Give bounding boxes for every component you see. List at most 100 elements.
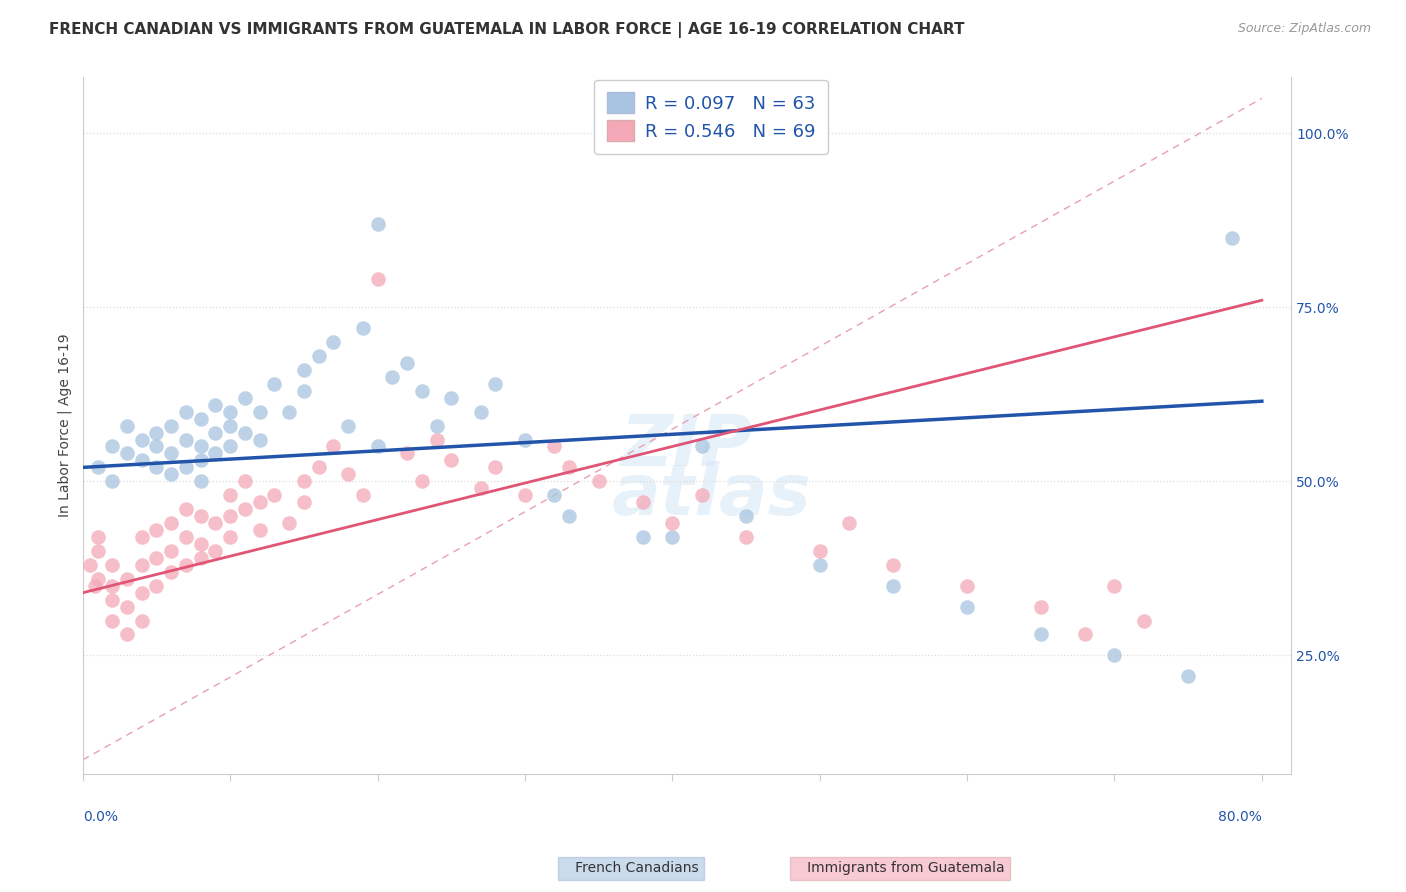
Point	[249, 495, 271, 509]
Point	[558, 460, 581, 475]
Point	[690, 488, 713, 502]
Point	[190, 440, 212, 454]
Point	[219, 440, 242, 454]
Point	[204, 446, 226, 460]
Point	[367, 272, 389, 286]
Point	[145, 550, 167, 565]
Point	[219, 488, 242, 502]
Point	[131, 453, 153, 467]
Point	[367, 440, 389, 454]
Point	[101, 614, 124, 628]
Point	[631, 495, 654, 509]
Point	[395, 356, 418, 370]
Point	[470, 481, 492, 495]
Point	[219, 530, 242, 544]
Point	[588, 475, 610, 489]
Point	[411, 475, 433, 489]
Point	[808, 544, 831, 558]
Point	[882, 558, 904, 572]
Point	[204, 425, 226, 440]
Point	[131, 585, 153, 599]
Point	[86, 572, 108, 586]
Point	[190, 453, 212, 467]
Point	[322, 440, 344, 454]
Point	[131, 530, 153, 544]
Point	[484, 460, 506, 475]
Point	[145, 579, 167, 593]
Point	[174, 502, 197, 516]
Point	[440, 391, 463, 405]
Point	[395, 446, 418, 460]
Point	[425, 418, 447, 433]
Point	[735, 530, 758, 544]
Point	[470, 405, 492, 419]
Point	[160, 565, 183, 579]
Text: 0.0%: 0.0%	[83, 810, 118, 824]
Point	[1133, 614, 1156, 628]
Point	[1029, 627, 1052, 641]
Point	[204, 516, 226, 530]
Text: 80.0%: 80.0%	[1218, 810, 1261, 824]
Point	[101, 579, 124, 593]
Point	[174, 460, 197, 475]
Point	[543, 488, 565, 502]
Point	[411, 384, 433, 398]
Point	[204, 544, 226, 558]
Point	[145, 460, 167, 475]
Point	[190, 550, 212, 565]
Point	[278, 516, 301, 530]
Point	[131, 433, 153, 447]
Text: ZIP: ZIP	[621, 412, 754, 481]
Point	[233, 391, 256, 405]
Point	[322, 334, 344, 349]
Point	[735, 509, 758, 524]
Point	[101, 475, 124, 489]
Point	[101, 592, 124, 607]
Point	[115, 446, 138, 460]
Point	[190, 537, 212, 551]
Point	[263, 488, 285, 502]
Point	[440, 453, 463, 467]
Text: FRENCH CANADIAN VS IMMIGRANTS FROM GUATEMALA IN LABOR FORCE | AGE 16-19 CORRELAT: FRENCH CANADIAN VS IMMIGRANTS FROM GUATE…	[49, 22, 965, 38]
Point	[115, 599, 138, 614]
Point	[86, 544, 108, 558]
Point	[1177, 669, 1199, 683]
Point	[1029, 599, 1052, 614]
Point	[513, 488, 536, 502]
Point	[425, 433, 447, 447]
Point	[308, 349, 330, 363]
Point	[292, 475, 315, 489]
Point	[337, 467, 360, 482]
Point	[352, 321, 374, 335]
Point	[219, 418, 242, 433]
Point	[174, 558, 197, 572]
Point	[352, 488, 374, 502]
Point	[233, 425, 256, 440]
Point	[79, 558, 101, 572]
Point	[115, 418, 138, 433]
Point	[1104, 579, 1126, 593]
Point	[661, 530, 683, 544]
Point	[101, 440, 124, 454]
Point	[233, 475, 256, 489]
Point	[174, 530, 197, 544]
Point	[131, 558, 153, 572]
Point	[131, 614, 153, 628]
Point	[160, 467, 183, 482]
Point	[219, 405, 242, 419]
Point	[956, 579, 979, 593]
Point	[83, 579, 105, 593]
Point	[956, 599, 979, 614]
Point	[86, 460, 108, 475]
Point	[249, 523, 271, 537]
Point	[690, 440, 713, 454]
Point	[263, 376, 285, 391]
Point	[661, 516, 683, 530]
Point	[160, 446, 183, 460]
Point	[190, 509, 212, 524]
Point	[233, 502, 256, 516]
Point	[115, 572, 138, 586]
Legend: R = 0.097   N = 63, R = 0.546   N = 69: R = 0.097 N = 63, R = 0.546 N = 69	[595, 79, 828, 153]
Point	[1074, 627, 1097, 641]
Point	[174, 433, 197, 447]
